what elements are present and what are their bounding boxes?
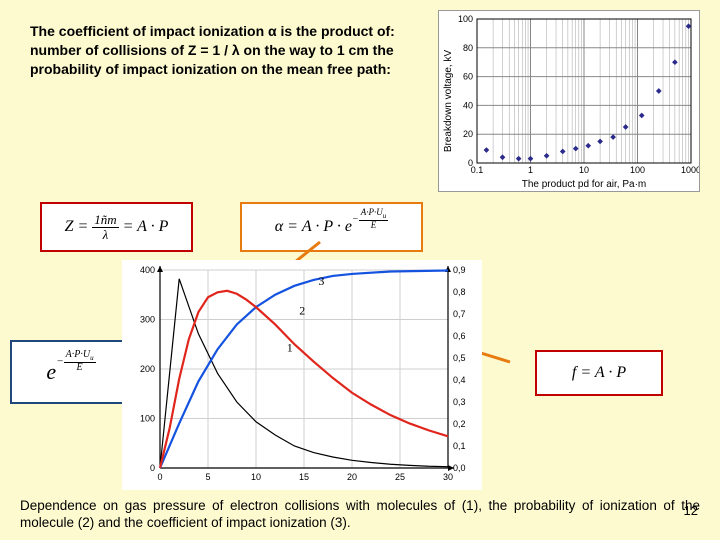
svg-text:400: 400 bbox=[140, 265, 155, 275]
formula-z: Z = 1ñmλ = A · P bbox=[40, 202, 193, 252]
svg-text:100: 100 bbox=[458, 14, 473, 24]
svg-text:0,8: 0,8 bbox=[453, 287, 466, 297]
svg-text:1: 1 bbox=[287, 341, 293, 355]
svg-text:20: 20 bbox=[463, 129, 473, 139]
figure-caption: Dependence on gas pressure of electron c… bbox=[20, 497, 700, 532]
breakdown-voltage-chart: 0.11101001000020406080100Breakdown volta… bbox=[438, 10, 700, 192]
svg-text:Breakdown voltage, kV: Breakdown voltage, kV bbox=[443, 50, 454, 153]
svg-text:0,6: 0,6 bbox=[453, 331, 466, 341]
svg-text:0: 0 bbox=[150, 463, 155, 473]
svg-text:40: 40 bbox=[463, 100, 473, 110]
ionization-chart: 05101520253001002003004000,00,10,20,30,4… bbox=[122, 260, 482, 490]
page-number: 12 bbox=[684, 503, 698, 518]
formula-f: f = A · P bbox=[535, 350, 663, 396]
svg-text:0,7: 0,7 bbox=[453, 309, 466, 319]
svg-text:0: 0 bbox=[157, 472, 162, 482]
svg-text:100: 100 bbox=[140, 414, 155, 424]
svg-text:10: 10 bbox=[251, 472, 261, 482]
svg-text:0,2: 0,2 bbox=[453, 419, 466, 429]
formula-alpha: α = A · P · e −A·P·UuE bbox=[240, 202, 423, 252]
svg-text:0,9: 0,9 bbox=[453, 265, 466, 275]
svg-text:100: 100 bbox=[630, 165, 645, 175]
svg-text:3: 3 bbox=[318, 274, 324, 288]
svg-text:1000: 1000 bbox=[681, 165, 699, 175]
svg-text:25: 25 bbox=[395, 472, 405, 482]
svg-text:15: 15 bbox=[299, 472, 309, 482]
intro-paragraph: The coefficient of impact ionization α i… bbox=[30, 22, 420, 79]
svg-text:30: 30 bbox=[443, 472, 453, 482]
svg-text:0: 0 bbox=[468, 158, 473, 168]
svg-text:300: 300 bbox=[140, 315, 155, 325]
svg-text:10: 10 bbox=[579, 165, 589, 175]
svg-text:The product pd for air, Pa·m: The product pd for air, Pa·m bbox=[522, 179, 647, 190]
svg-text:0,3: 0,3 bbox=[453, 397, 466, 407]
svg-text:1: 1 bbox=[528, 165, 533, 175]
svg-text:0,0: 0,0 bbox=[453, 463, 466, 473]
svg-text:200: 200 bbox=[140, 364, 155, 374]
svg-text:2: 2 bbox=[299, 304, 305, 318]
svg-text:0,5: 0,5 bbox=[453, 353, 466, 363]
svg-text:20: 20 bbox=[347, 472, 357, 482]
formula-exp-term: e −A·P·UuE bbox=[10, 340, 132, 404]
svg-text:5: 5 bbox=[205, 472, 210, 482]
svg-text:60: 60 bbox=[463, 72, 473, 82]
formula-f-text: f = A · P bbox=[572, 364, 626, 382]
svg-text:80: 80 bbox=[463, 43, 473, 53]
svg-text:0,4: 0,4 bbox=[453, 375, 466, 385]
svg-text:0,1: 0,1 bbox=[453, 441, 466, 451]
